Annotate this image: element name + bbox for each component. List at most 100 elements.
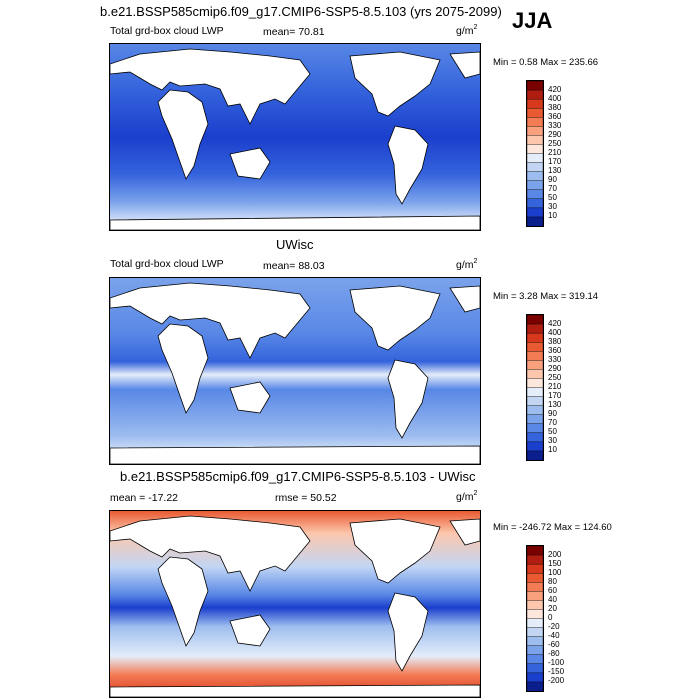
colorbar-swatch (526, 636, 544, 647)
colorbar-tick-label: 150 (548, 558, 562, 568)
colorbar-swatch (526, 663, 544, 674)
panel2-variable-label: Total grd-box cloud LWP (110, 258, 224, 270)
colorbar-swatch (526, 672, 544, 683)
colorbar-swatch (526, 314, 544, 325)
panel3-mean-label: mean = -17.22 (110, 492, 179, 504)
panel1-colorbar-swatches (526, 80, 544, 227)
colorbar-tick-label: 10 (548, 211, 557, 221)
panel1-colorbar-box (526, 80, 544, 227)
colorbar-swatch (526, 627, 544, 638)
colorbar-swatch (526, 441, 544, 452)
panel3-colorbar-swatches (526, 545, 544, 692)
colorbar-swatch (526, 645, 544, 656)
colorbar-swatch (526, 207, 544, 218)
colorbar-tick-label: -20 (548, 622, 560, 632)
colorbar-tick-label: 30 (548, 202, 557, 212)
panel2-colorbar-box (526, 314, 544, 461)
panel2-units: g/m2 (456, 258, 478, 271)
colorbar-swatch (526, 681, 544, 692)
colorbar-swatch (526, 80, 544, 91)
panel2-continents (110, 282, 480, 464)
panel3-units: g/m2 (456, 490, 478, 503)
colorbar-swatch (526, 341, 544, 352)
panel1-continents (110, 48, 480, 230)
colorbar-tick-label: 420 (548, 318, 562, 328)
colorbar-swatch (526, 126, 544, 136)
colorbar-tick-label: 330 (548, 354, 562, 364)
colorbar-tick-label: -200 (548, 676, 565, 686)
colorbar-tick-label: -100 (548, 658, 565, 668)
colorbar-swatch (526, 360, 544, 370)
colorbar-tick-label: 50 (548, 427, 557, 437)
panel3-map (109, 510, 481, 698)
colorbar-swatch (526, 405, 544, 416)
colorbar-tick-label: 90 (548, 409, 557, 419)
colorbar-tick-label: 210 (548, 148, 562, 157)
colorbar-swatch (526, 387, 544, 398)
colorbar-tick-label: 90 (548, 175, 557, 185)
colorbar-swatch (526, 135, 544, 145)
panel3-map-svg (110, 511, 480, 697)
colorbar-tick-label: 20 (548, 603, 557, 613)
colorbar-tick-label: 50 (548, 193, 557, 203)
panel3-colorbar-box (526, 545, 544, 692)
colorbar-tick-label: 200 (548, 549, 562, 559)
colorbar-swatch (526, 98, 544, 109)
colorbar-tick-label: 0 (548, 613, 553, 622)
panel3-rmse-label: rmse = 50.52 (275, 492, 337, 504)
panel1-mean-label: mean= 70.81 (263, 26, 325, 38)
panel1-variable-label: Total grd-box cloud LWP (110, 25, 224, 37)
colorbar-swatch (526, 107, 544, 118)
colorbar-tick-label: 380 (548, 102, 562, 112)
colorbar-tick-label: -60 (548, 640, 560, 650)
panel2-colorbar-swatches (526, 314, 544, 461)
colorbar-swatch (526, 618, 544, 629)
colorbar-swatch (526, 351, 544, 361)
colorbar-swatch (526, 654, 544, 665)
colorbar-tick-label: 130 (548, 400, 562, 410)
panel1-title: b.e21.BSSP585cmip6.f09_g17.CMIP6-SSP5-8.… (100, 4, 502, 19)
colorbar-swatch (526, 323, 544, 334)
colorbar-swatch (526, 378, 544, 388)
panel1-colorbar: 420 400 380 360 330 290 250 210 170 130 90 70 50 30 10 (526, 80, 626, 227)
panel1-units: g/m2 (456, 24, 478, 37)
colorbar-swatch (526, 563, 544, 574)
colorbar-tick-label: 360 (548, 111, 562, 121)
colorbar-tick-label: 70 (548, 184, 557, 194)
colorbar-swatch (526, 189, 544, 200)
colorbar-tick-label: 30 (548, 436, 557, 446)
colorbar-swatch (526, 144, 544, 154)
panel1-map (109, 43, 481, 231)
colorbar-tick-label: 170 (548, 391, 562, 401)
colorbar-swatch (526, 162, 544, 173)
colorbar-swatch (526, 117, 544, 127)
colorbar-swatch (526, 582, 544, 592)
colorbar-tick-label: 80 (548, 576, 557, 586)
colorbar-tick-label: 400 (548, 327, 562, 337)
colorbar-tick-label: 250 (548, 372, 562, 382)
colorbar-tick-label: 250 (548, 138, 562, 148)
panel3-minmax: Min = -246.72 Max = 124.60 (493, 522, 612, 533)
colorbar-swatch (526, 432, 544, 443)
colorbar-swatch (526, 545, 544, 556)
colorbar-tick-label: 170 (548, 157, 562, 167)
colorbar-tick-label: 40 (548, 594, 557, 604)
colorbar-swatch (526, 423, 544, 434)
panel3-colorbar: 200 150 100 80 60 40 20 0 -20 -40 -60 -80 -100 -150 -2… (526, 545, 626, 692)
colorbar-tick-label: -150 (548, 667, 565, 677)
colorbar-swatch (526, 609, 544, 619)
colorbar-swatch (526, 591, 544, 601)
colorbar-swatch (526, 216, 544, 227)
panel2-map-svg (110, 278, 480, 464)
colorbar-tick-label: 210 (548, 382, 562, 391)
colorbar-tick-label: 70 (548, 418, 557, 428)
colorbar-swatch (526, 396, 544, 407)
panel2-mean-label: mean= 88.03 (263, 260, 325, 272)
colorbar-tick-label: 290 (548, 129, 562, 139)
colorbar-tick-label: 100 (548, 567, 562, 577)
colorbar-swatch (526, 450, 544, 461)
colorbar-swatch (526, 572, 544, 583)
colorbar-swatch (526, 600, 544, 610)
panel3-title: b.e21.BSSP585cmip6.f09_g17.CMIP6-SSP5-8.… (120, 469, 476, 484)
colorbar-tick-label: 360 (548, 345, 562, 355)
